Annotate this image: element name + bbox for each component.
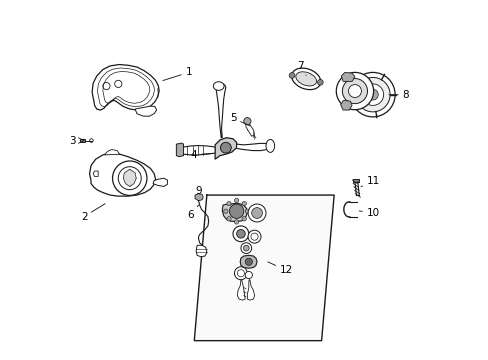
Polygon shape bbox=[135, 106, 156, 116]
Circle shape bbox=[241, 243, 251, 253]
Circle shape bbox=[355, 77, 389, 112]
Circle shape bbox=[243, 245, 249, 251]
Polygon shape bbox=[194, 195, 333, 341]
Circle shape bbox=[220, 142, 231, 153]
Polygon shape bbox=[222, 203, 247, 222]
Circle shape bbox=[362, 84, 383, 105]
Polygon shape bbox=[236, 143, 271, 150]
Circle shape bbox=[233, 226, 248, 242]
Polygon shape bbox=[153, 178, 167, 186]
Polygon shape bbox=[215, 138, 236, 159]
Circle shape bbox=[234, 198, 238, 203]
Ellipse shape bbox=[295, 72, 316, 86]
Text: 6: 6 bbox=[186, 205, 198, 220]
Circle shape bbox=[350, 72, 394, 117]
Polygon shape bbox=[240, 255, 257, 268]
Polygon shape bbox=[247, 280, 254, 300]
Text: 11: 11 bbox=[360, 176, 379, 186]
Circle shape bbox=[244, 271, 252, 279]
Text: 1: 1 bbox=[163, 67, 192, 81]
Circle shape bbox=[234, 267, 247, 280]
Polygon shape bbox=[341, 72, 354, 81]
Text: 8: 8 bbox=[388, 90, 408, 100]
Polygon shape bbox=[80, 139, 85, 141]
Polygon shape bbox=[89, 153, 155, 196]
Circle shape bbox=[244, 258, 252, 265]
Circle shape bbox=[336, 72, 373, 110]
Text: 2: 2 bbox=[81, 204, 105, 221]
Circle shape bbox=[112, 161, 147, 195]
Circle shape bbox=[118, 167, 141, 190]
Ellipse shape bbox=[265, 139, 274, 152]
Circle shape bbox=[242, 202, 246, 206]
Circle shape bbox=[348, 85, 361, 98]
Circle shape bbox=[226, 202, 231, 206]
Circle shape bbox=[102, 82, 110, 90]
Circle shape bbox=[288, 73, 294, 78]
Circle shape bbox=[342, 78, 367, 104]
Ellipse shape bbox=[291, 68, 320, 90]
Polygon shape bbox=[104, 149, 120, 155]
Polygon shape bbox=[176, 143, 183, 157]
Polygon shape bbox=[340, 100, 351, 110]
Circle shape bbox=[234, 220, 238, 224]
Polygon shape bbox=[178, 145, 215, 155]
Polygon shape bbox=[123, 169, 136, 186]
Circle shape bbox=[236, 229, 244, 238]
Circle shape bbox=[115, 80, 122, 87]
Circle shape bbox=[226, 217, 231, 221]
Polygon shape bbox=[245, 121, 253, 136]
Text: 9: 9 bbox=[195, 186, 207, 197]
Text: 7: 7 bbox=[297, 61, 305, 75]
Ellipse shape bbox=[213, 82, 224, 90]
Text: 12: 12 bbox=[267, 262, 292, 275]
Circle shape bbox=[247, 204, 265, 222]
Polygon shape bbox=[92, 64, 159, 110]
Circle shape bbox=[242, 217, 246, 221]
Circle shape bbox=[367, 89, 378, 100]
Text: 5: 5 bbox=[229, 113, 249, 126]
Circle shape bbox=[223, 209, 227, 213]
Polygon shape bbox=[195, 194, 203, 201]
Circle shape bbox=[244, 209, 249, 213]
Polygon shape bbox=[196, 245, 206, 257]
Polygon shape bbox=[215, 83, 225, 138]
Text: 10: 10 bbox=[358, 208, 379, 218]
Circle shape bbox=[251, 208, 262, 219]
Circle shape bbox=[244, 118, 250, 125]
Text: 3: 3 bbox=[69, 136, 80, 146]
Circle shape bbox=[229, 204, 244, 219]
Polygon shape bbox=[352, 179, 358, 182]
Circle shape bbox=[247, 230, 261, 243]
Circle shape bbox=[317, 80, 323, 85]
Text: 4: 4 bbox=[190, 150, 212, 160]
Polygon shape bbox=[237, 280, 244, 300]
